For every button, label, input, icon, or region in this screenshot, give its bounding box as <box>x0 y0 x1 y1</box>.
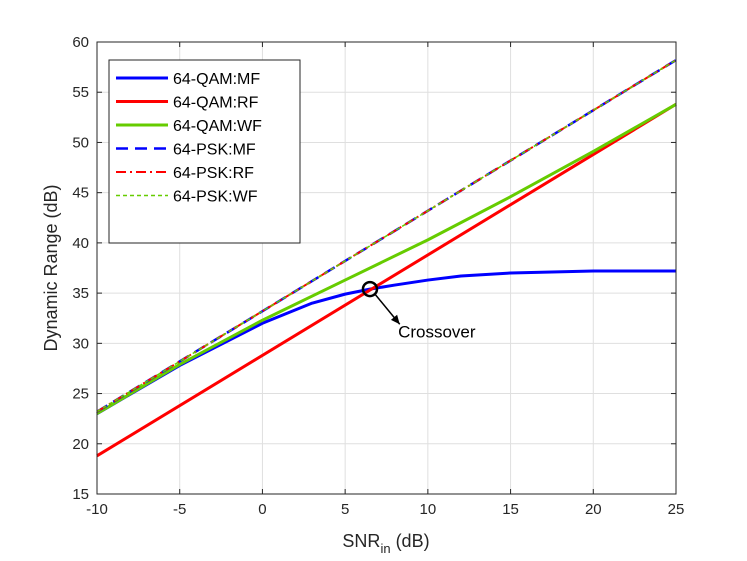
y-tick-label: 60 <box>72 34 89 51</box>
y-tick-label: 30 <box>72 335 89 352</box>
legend: 64-QAM:MF 64-QAM:RF 64-QAM:WF 64-PSK:MF 64-P… <box>108 59 301 244</box>
legend-label-1: 64-QAM:MF <box>173 71 260 88</box>
y-axis-title: Dynamic Range (dB) <box>41 184 61 351</box>
grid <box>97 42 676 494</box>
x-tick-label: 15 <box>502 501 519 518</box>
series-line-3 <box>96 102 677 415</box>
crossover-arrow-head <box>390 314 400 325</box>
ticks: -10 -5 0 5 10 15 20 25 15 20 25 30 35 40 45 50 55 60 <box>72 34 684 518</box>
crossover-label: Crossover <box>398 322 476 341</box>
y-tick-label: 35 <box>72 285 89 302</box>
x-tick-label: -10 <box>86 501 108 518</box>
legend-label-5: 64-PSK:RF <box>173 165 254 182</box>
y-tick-label: 45 <box>72 185 89 202</box>
y-tick-label: 50 <box>72 134 89 151</box>
legend-label-4: 64-PSK:MF <box>173 142 256 159</box>
y-tick-label: 15 <box>72 486 89 503</box>
x-axis-title-subscript: in <box>380 541 390 556</box>
series-line-1 <box>96 269 676 415</box>
x-tick-label: 5 <box>341 501 349 518</box>
x-axis-title-main: SNR <box>342 531 380 551</box>
x-tick-label: -5 <box>173 501 186 518</box>
series-line-6 <box>96 59 677 413</box>
y-tick-label: 55 <box>72 84 89 101</box>
x-axis-title-unit: (dB) <box>391 531 430 551</box>
crossover-annotation: Crossover <box>361 280 476 341</box>
plot-frame <box>96 41 677 495</box>
y-tick-label: 25 <box>72 386 89 403</box>
series-line-2 <box>96 102 677 458</box>
legend-label-3: 64-QAM:WF <box>173 118 262 135</box>
series-line-5 <box>96 59 677 413</box>
legend-label-6: 64-PSK:WF <box>173 189 258 206</box>
x-tick-label: 0 <box>258 501 266 518</box>
y-tick-label: 20 <box>72 436 89 453</box>
legend-box <box>108 59 301 244</box>
x-axis-title: SNRin (dB) <box>342 531 429 556</box>
series-group <box>96 59 677 458</box>
crossover-marker <box>361 280 379 298</box>
legend-label-2: 64-QAM:RF <box>173 95 259 112</box>
y-tick-label: 40 <box>72 235 89 252</box>
x-tick-label: 25 <box>668 501 685 518</box>
x-tick-label: 20 <box>585 501 602 518</box>
x-tick-label: 10 <box>420 501 437 518</box>
